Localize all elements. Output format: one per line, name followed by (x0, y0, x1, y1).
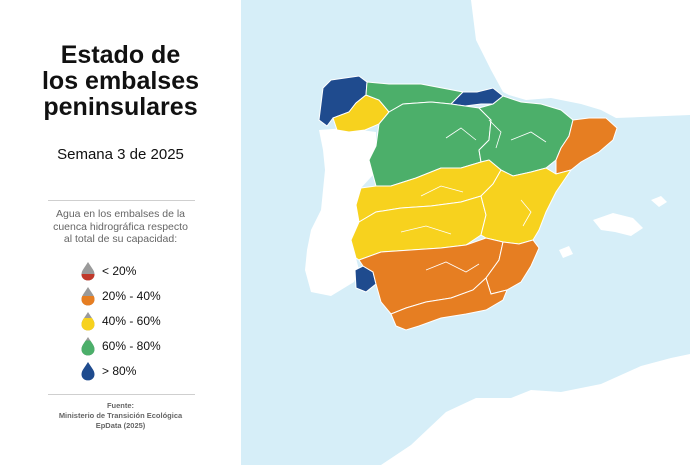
legend-label: < 20% (102, 264, 137, 278)
title-line-3: peninsulares (43, 93, 198, 121)
mallorca-land (593, 213, 643, 236)
legend-intro-line-1: Agua en los embalses de la (56, 208, 185, 220)
title-line-2: los embalses (41, 67, 200, 95)
legend-intro: Agua en los embalses de la cuenca hidrog… (40, 208, 201, 246)
water-drop-icon (81, 337, 95, 356)
legend-label: 60% - 80% (102, 339, 161, 353)
source-line-1: Fuente: (106, 401, 135, 410)
source-line-2: Ministerio de Transición Ecológica (58, 411, 183, 420)
basin-mediterraneas-andaluzas (390, 277, 508, 331)
water-drop-icon (81, 287, 95, 306)
legend-intro-line-3: al total de su capacidad: (63, 233, 178, 245)
legend-item-60-80: 60% - 80% (80, 335, 161, 357)
source-note: Fuente: Ministerio de Transición Ecológi… (0, 401, 241, 431)
north-africa-land (381, 354, 690, 465)
map-subtitle: Semana 3 de 2025 (57, 146, 184, 163)
sub-basin-borders (400, 119, 547, 273)
portugal-land (305, 128, 376, 296)
basin-ebro (478, 95, 574, 177)
title-line-1: Estado de (60, 41, 181, 69)
water-drop-icon (81, 362, 95, 381)
basin-cuencas-catalanas (555, 117, 618, 175)
legend-item-40-60: 40% - 60% (80, 310, 161, 332)
legend-item-lt20: < 20% (80, 260, 136, 282)
legend-label: 20% - 40% (102, 289, 161, 303)
map-title: Estado de los embalses peninsulares (0, 42, 241, 120)
legend-item-20-40: 20% - 40% (80, 285, 161, 307)
info-panel: Estado de los embalses peninsulares Sema… (0, 0, 241, 465)
water-drop-icon (81, 312, 95, 331)
france-land (471, 0, 690, 118)
ibiza-land (559, 246, 573, 258)
water-drop-icon (81, 262, 95, 281)
legend-item-gt80: > 80% (80, 360, 136, 382)
legend-label: 40% - 60% (102, 314, 161, 328)
source-line-3: EpData (2025) (95, 421, 146, 430)
basin-segura (485, 239, 540, 295)
menorca-land (651, 196, 667, 207)
iberian-reservoir-map (241, 0, 690, 465)
divider-bottom (48, 394, 195, 395)
legend-intro-line-2: cuenca hidrográfica respecto (53, 220, 188, 233)
legend-label: > 80% (102, 364, 137, 378)
divider-top (48, 200, 195, 201)
